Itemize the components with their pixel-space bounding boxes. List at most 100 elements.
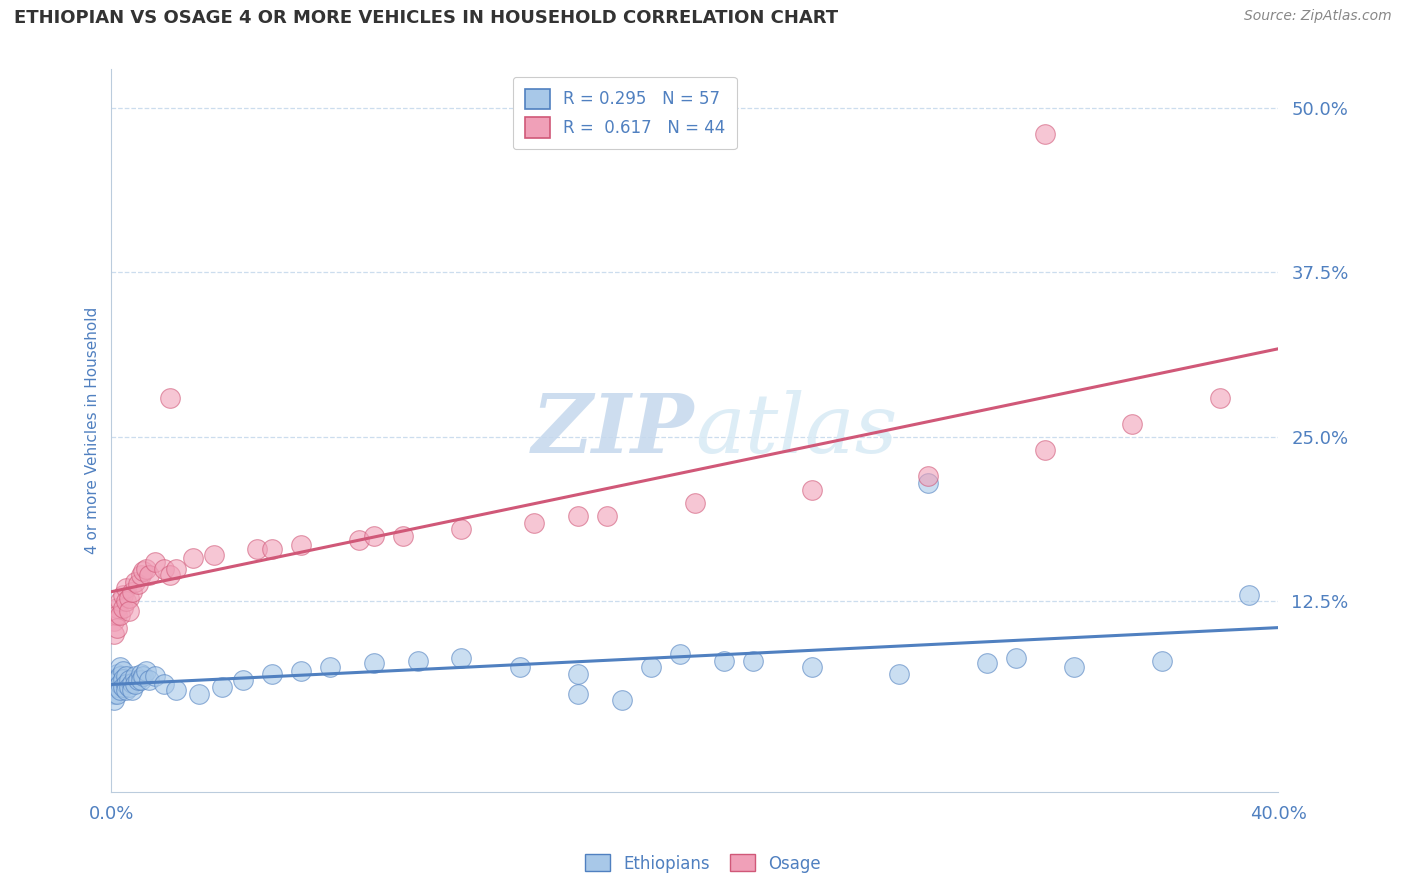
Point	[290, 538, 312, 552]
Point	[112, 601, 135, 615]
Y-axis label: 4 or more Vehicles in Household: 4 or more Vehicles in Household	[86, 307, 100, 554]
Point	[211, 680, 233, 694]
Point	[1237, 588, 1260, 602]
Point	[105, 621, 128, 635]
Point	[800, 660, 823, 674]
Point	[135, 561, 157, 575]
Point	[118, 591, 141, 605]
Point	[363, 657, 385, 671]
Point	[260, 541, 283, 556]
Point	[121, 682, 143, 697]
Point	[683, 496, 706, 510]
Point	[887, 666, 910, 681]
Point	[406, 654, 429, 668]
Point	[112, 664, 135, 678]
Point	[567, 687, 589, 701]
Point	[509, 660, 531, 674]
Point	[138, 673, 160, 688]
Point	[115, 682, 138, 697]
Point	[103, 614, 125, 628]
Point	[105, 601, 128, 615]
Point	[112, 672, 135, 686]
Legend: R = 0.295   N = 57, R =  0.617   N = 44: R = 0.295 N = 57, R = 0.617 N = 44	[513, 77, 737, 149]
Point	[112, 588, 135, 602]
Point	[115, 669, 138, 683]
Point	[523, 516, 546, 530]
Point	[392, 529, 415, 543]
Point	[105, 666, 128, 681]
Legend: Ethiopians, Osage: Ethiopians, Osage	[578, 847, 828, 880]
Point	[127, 577, 149, 591]
Point	[129, 568, 152, 582]
Point	[129, 666, 152, 681]
Point	[246, 541, 269, 556]
Point	[596, 508, 619, 523]
Point	[105, 607, 128, 622]
Point	[181, 551, 204, 566]
Point	[1033, 443, 1056, 458]
Point	[121, 585, 143, 599]
Point	[138, 568, 160, 582]
Point	[103, 687, 125, 701]
Point	[105, 680, 128, 694]
Point	[165, 561, 187, 575]
Point	[450, 522, 472, 536]
Text: ETHIOPIAN VS OSAGE 4 OR MORE VEHICLES IN HOUSEHOLD CORRELATION CHART: ETHIOPIAN VS OSAGE 4 OR MORE VEHICLES IN…	[14, 9, 838, 27]
Point	[610, 693, 633, 707]
Point	[1121, 417, 1143, 431]
Point	[108, 677, 131, 691]
Point	[143, 555, 166, 569]
Text: atlas: atlas	[695, 391, 897, 470]
Point	[105, 673, 128, 688]
Point	[450, 651, 472, 665]
Point	[108, 682, 131, 697]
Point	[118, 680, 141, 694]
Point	[260, 666, 283, 681]
Point	[202, 549, 225, 563]
Text: ZIP: ZIP	[533, 391, 695, 470]
Point	[567, 666, 589, 681]
Point	[105, 687, 128, 701]
Point	[132, 669, 155, 683]
Point	[917, 469, 939, 483]
Point	[143, 669, 166, 683]
Point	[118, 673, 141, 688]
Point	[108, 607, 131, 622]
Point	[159, 391, 181, 405]
Point	[103, 680, 125, 694]
Point	[124, 669, 146, 683]
Point	[669, 647, 692, 661]
Point	[132, 564, 155, 578]
Point	[917, 476, 939, 491]
Point	[115, 677, 138, 691]
Point	[363, 529, 385, 543]
Point	[976, 657, 998, 671]
Point	[153, 677, 176, 691]
Point	[153, 561, 176, 575]
Point	[108, 660, 131, 674]
Text: Source: ZipAtlas.com: Source: ZipAtlas.com	[1244, 9, 1392, 23]
Point	[103, 627, 125, 641]
Point	[121, 676, 143, 690]
Point	[567, 508, 589, 523]
Point	[115, 582, 138, 596]
Point	[742, 654, 765, 668]
Point	[108, 669, 131, 683]
Point	[713, 654, 735, 668]
Point	[112, 680, 135, 694]
Point	[115, 594, 138, 608]
Point	[129, 673, 152, 688]
Point	[135, 664, 157, 678]
Point	[319, 660, 342, 674]
Point	[640, 660, 662, 674]
Point	[349, 533, 371, 547]
Point	[118, 604, 141, 618]
Point	[1004, 651, 1026, 665]
Point	[103, 693, 125, 707]
Point	[165, 682, 187, 697]
Point	[124, 677, 146, 691]
Point	[1063, 660, 1085, 674]
Point	[1033, 128, 1056, 142]
Point	[232, 673, 254, 688]
Point	[1209, 391, 1232, 405]
